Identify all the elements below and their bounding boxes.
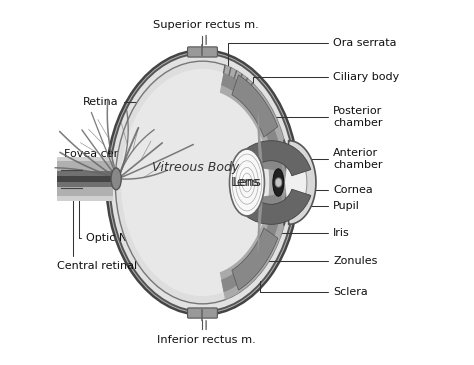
Text: Pupil: Pupil bbox=[286, 185, 360, 211]
Text: Ora serrata: Ora serrata bbox=[228, 38, 397, 72]
Polygon shape bbox=[220, 65, 290, 300]
Polygon shape bbox=[258, 141, 275, 161]
Wedge shape bbox=[231, 141, 311, 176]
Polygon shape bbox=[280, 149, 307, 216]
Text: Iris: Iris bbox=[273, 211, 350, 238]
Text: Superior rectus m.: Superior rectus m. bbox=[153, 20, 259, 45]
Polygon shape bbox=[221, 73, 284, 292]
Ellipse shape bbox=[107, 50, 299, 315]
Text: Optic Nerve: Optic Nerve bbox=[79, 178, 152, 243]
Wedge shape bbox=[231, 189, 311, 224]
Polygon shape bbox=[232, 228, 278, 290]
Text: Inferior rectus m.: Inferior rectus m. bbox=[157, 320, 255, 345]
Polygon shape bbox=[284, 139, 316, 226]
Text: Vitreous Body: Vitreous Body bbox=[152, 161, 239, 174]
Ellipse shape bbox=[115, 61, 290, 304]
Text: Fovea centralis: Fovea centralis bbox=[64, 149, 277, 176]
Text: Posterior
chamber: Posterior chamber bbox=[266, 106, 383, 128]
Ellipse shape bbox=[240, 169, 246, 178]
Text: Central retinal a.: Central retinal a. bbox=[57, 170, 151, 186]
Text: Ciliary body: Ciliary body bbox=[253, 72, 400, 97]
Ellipse shape bbox=[275, 178, 282, 187]
Text: Sclera: Sclera bbox=[260, 281, 368, 297]
FancyBboxPatch shape bbox=[188, 47, 218, 57]
Text: Central retinal v.: Central retinal v. bbox=[57, 171, 150, 272]
Polygon shape bbox=[258, 195, 275, 208]
Ellipse shape bbox=[121, 69, 284, 296]
Ellipse shape bbox=[111, 168, 121, 190]
Ellipse shape bbox=[229, 149, 264, 216]
Text: Lens: Lens bbox=[233, 176, 261, 189]
Text: Lens: Lens bbox=[231, 176, 260, 189]
Polygon shape bbox=[258, 157, 275, 170]
FancyBboxPatch shape bbox=[188, 308, 218, 318]
Ellipse shape bbox=[275, 172, 282, 193]
Text: Zonules: Zonules bbox=[262, 243, 378, 266]
Polygon shape bbox=[258, 204, 275, 224]
Polygon shape bbox=[232, 75, 278, 137]
Ellipse shape bbox=[273, 169, 284, 196]
Text: Optic disc
(blind spot): Optic disc (blind spot) bbox=[120, 180, 205, 222]
Text: Cornea: Cornea bbox=[298, 164, 373, 195]
Text: Anterior
chamber: Anterior chamber bbox=[280, 148, 383, 170]
Ellipse shape bbox=[110, 53, 295, 312]
Ellipse shape bbox=[239, 169, 246, 180]
Text: Retina: Retina bbox=[82, 91, 174, 107]
